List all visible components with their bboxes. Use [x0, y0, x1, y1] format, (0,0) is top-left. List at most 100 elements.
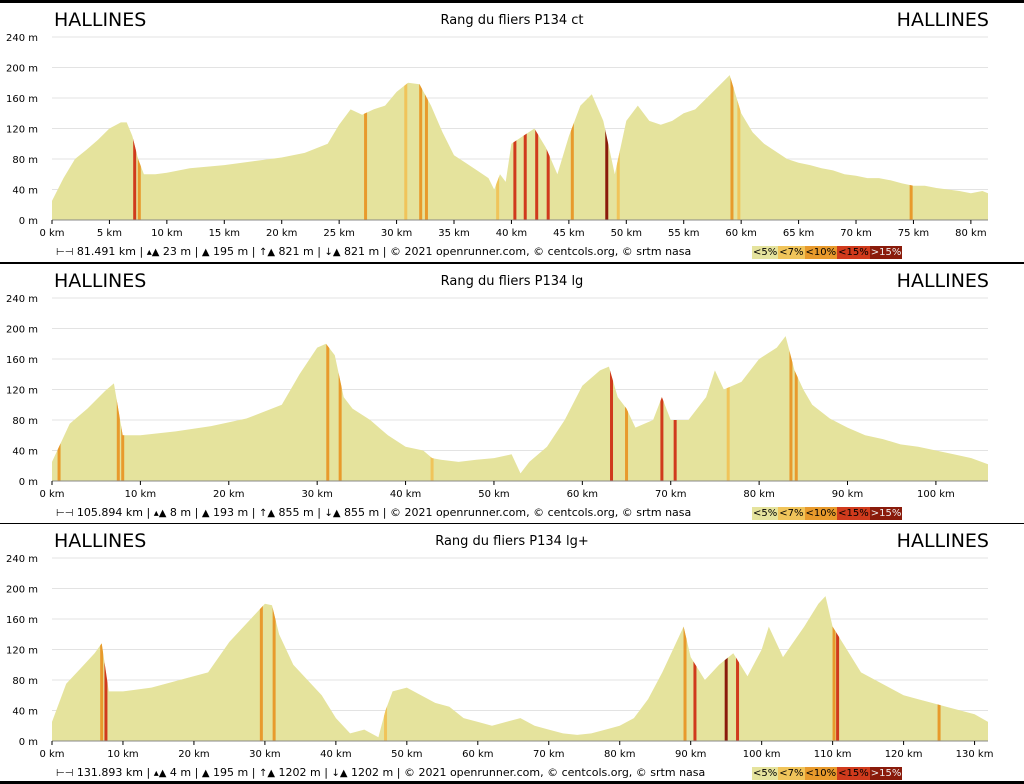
min-altitude-value: 4 m	[169, 766, 192, 779]
slope-segment	[523, 75, 527, 220]
x-tick-label: 90 km	[675, 749, 706, 760]
min-altitude-icon: ▴▲	[153, 768, 167, 779]
ascent-value: 855 m	[278, 506, 314, 519]
slope-segment	[693, 596, 697, 741]
slope-segment	[513, 75, 517, 220]
legend-lt15: <15%	[837, 507, 870, 520]
slope-segment	[133, 75, 137, 220]
x-tick-label: 60 km	[567, 489, 598, 500]
legend-lt10: <10%	[804, 246, 838, 259]
y-tick-label: 200 m	[6, 325, 38, 336]
max-altitude-value: 195 m	[213, 766, 249, 779]
y-tick-label: 160 m	[6, 615, 38, 626]
end-label: HALLINES	[896, 9, 989, 31]
credits: © 2021 openrunner.com, © centcols.org, ©…	[389, 506, 692, 519]
slope-segment	[605, 75, 609, 220]
elevation-panel-1: 0 m 40 m 80 m 120 m 160 m 200 m 240 m 0 km 5 km 1…	[0, 3, 1024, 263]
descent-value: 855 m	[344, 506, 380, 519]
slope-segment	[730, 75, 734, 220]
legend-lt5: <5%	[752, 246, 779, 259]
x-tick-label: 50 km	[478, 489, 509, 500]
legend-lt7: <7%	[778, 246, 805, 259]
x-tick-label: 20 km	[266, 228, 297, 239]
slope-segment	[535, 75, 539, 220]
start-label: HALLINES	[54, 530, 147, 552]
ascent-icon: ↑▲	[258, 508, 276, 519]
min-altitude-icon: ▴▲	[146, 247, 160, 258]
end-label: HALLINES	[896, 270, 989, 292]
distance-icon: ⊢⊣	[56, 768, 74, 779]
y-tick-label: 40 m	[12, 186, 38, 197]
max-altitude-icon: ▲	[201, 508, 210, 519]
end-label: HALLINES	[896, 530, 989, 552]
min-altitude-value: 23 m	[162, 245, 192, 258]
elevation-area	[52, 336, 988, 481]
divider-1	[0, 262, 1024, 265]
x-tick-label: 25 km	[323, 228, 354, 239]
elevation-panel-2: 0 m 40 m 80 m 120 m 160 m 200 m 240 m 0 km 10 km…	[0, 264, 1024, 524]
y-tick-label: 80 m	[12, 155, 38, 166]
x-tick-label: 110 km	[814, 749, 852, 760]
slope-segment	[100, 596, 104, 741]
x-tick-label: 30 km	[381, 228, 412, 239]
x-tick-label: 35 km	[438, 228, 469, 239]
distance-value: 131.893 km	[76, 766, 143, 779]
x-tick-label: 75 km	[898, 228, 929, 239]
distance-icon: ⊢⊣	[56, 247, 74, 258]
x-tick-label: 100 km	[743, 749, 781, 760]
credits: © 2021 openrunner.com, © centcols.org, ©…	[403, 766, 706, 779]
elevation-area	[52, 596, 988, 741]
x-tick-label: 80 km	[955, 228, 986, 239]
legend-lt5: <5%	[752, 507, 779, 520]
x-tick-label: 10 km	[125, 489, 156, 500]
y-tick-label: 200 m	[6, 585, 38, 596]
x-tick-label: 40 km	[320, 749, 351, 760]
y-tick-label: 160 m	[6, 94, 38, 105]
ascent-value: 1202 m	[278, 766, 321, 779]
slope-segment	[836, 596, 840, 741]
slope-segment	[338, 336, 342, 481]
y-tick-label: 120 m	[6, 646, 38, 657]
distance-value: 81.491 km	[76, 245, 136, 258]
chart-title: Rang du fliers P134 lg	[440, 274, 584, 289]
y-tick-label: 0 m	[19, 216, 38, 227]
x-tick-label: 15 km	[209, 228, 240, 239]
slope-segment	[419, 75, 423, 220]
x-tick-label: 20 km	[213, 489, 244, 500]
legend-gt15: >15%	[869, 767, 903, 780]
descent-value: 821 m	[344, 245, 380, 258]
legend-lt5: <5%	[752, 767, 779, 780]
chart-svg-3: 0 m 40 m 80 m 120 m 160 m 200 m 240 m 0 km 10 km…	[6, 554, 993, 760]
slope-segment	[737, 75, 741, 220]
slope-segment	[726, 336, 730, 481]
y-tick-label: 40 m	[12, 707, 38, 718]
x-tick-label: 120 km	[885, 749, 923, 760]
x-tick-label: 80 km	[604, 749, 635, 760]
descent-icon: ↓▲	[324, 247, 341, 258]
elevation-area	[52, 75, 988, 220]
legend-lt10: <10%	[804, 507, 838, 520]
max-altitude-value: 193 m	[213, 506, 249, 519]
x-tick-label: 30 km	[301, 489, 332, 500]
chart-svg-1: 0 m 40 m 80 m 120 m 160 m 200 m 240 m 0 km 5 km 1…	[6, 33, 988, 239]
slope-segment	[660, 336, 664, 481]
x-tick-label: 70 km	[655, 489, 686, 500]
slope-segment	[724, 596, 728, 741]
chart-title: Rang du fliers P134 ct	[440, 13, 584, 28]
slope-legend: <5% <7% <10% <15% >15%	[752, 767, 903, 780]
max-altitude-value: 195 m	[213, 245, 249, 258]
descent-icon: ↓▲	[331, 768, 348, 779]
x-tick-label: 45 km	[553, 228, 584, 239]
x-tick-label: 50 km	[611, 228, 642, 239]
credits: © 2021 openrunner.com, © centcols.org, ©…	[389, 245, 692, 258]
legend-lt7: <7%	[778, 767, 805, 780]
slope-segment	[683, 596, 687, 741]
y-tick-label: 240 m	[6, 33, 38, 44]
start-label: HALLINES	[54, 270, 147, 292]
x-tick-label: 70 km	[533, 749, 564, 760]
legend-lt15: <15%	[837, 246, 870, 259]
top-border	[0, 0, 1024, 3]
slope-segment	[272, 596, 276, 741]
ascent-icon: ↑▲	[258, 247, 276, 258]
legend-lt7: <7%	[778, 507, 805, 520]
